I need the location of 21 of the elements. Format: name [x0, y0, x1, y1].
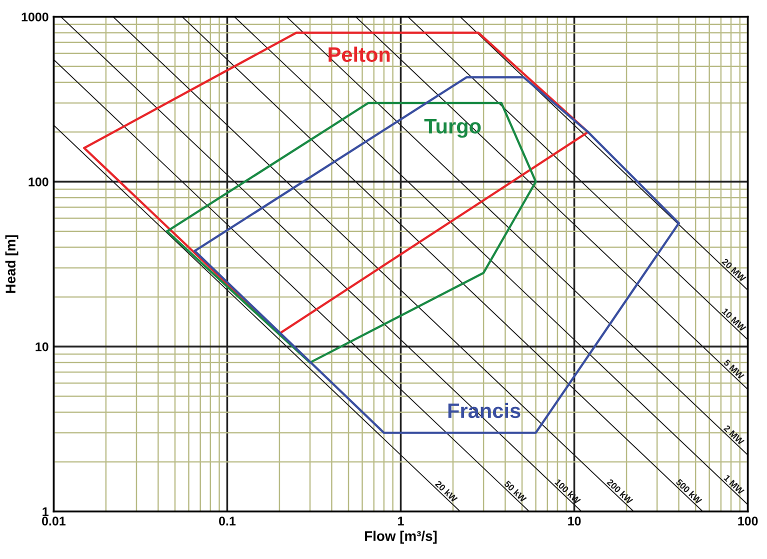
- x-tick-label: 100: [738, 516, 758, 526]
- text: 20 MW: [722, 258, 746, 282]
- text: 500 kW: [676, 478, 702, 504]
- text: 10 MW: [722, 308, 746, 332]
- text: 50 kW: [504, 480, 528, 503]
- text: 2 MW: [723, 424, 745, 446]
- y-tick-label: 1: [42, 507, 48, 516]
- text: 20 kW: [434, 480, 458, 503]
- y-tick-label: 100: [28, 177, 48, 186]
- x-tick-label: 1: [398, 516, 404, 526]
- text: 200 kW: [606, 478, 634, 504]
- x-tick-label: 10: [568, 516, 581, 526]
- y-tick-label: 10: [36, 342, 48, 352]
- x-axis-title: Flow [m³/s]: [365, 530, 437, 544]
- x-tick-label: 0.1: [219, 516, 236, 526]
- text: 5 MW: [723, 359, 745, 380]
- text: 1 MW: [724, 474, 745, 495]
- x-tick-label: 0.01: [42, 516, 66, 526]
- y-tick-label: 1000: [22, 12, 48, 22]
- y-axis-title: Head [m]: [5, 235, 18, 293]
- text: 100 kW: [554, 478, 582, 504]
